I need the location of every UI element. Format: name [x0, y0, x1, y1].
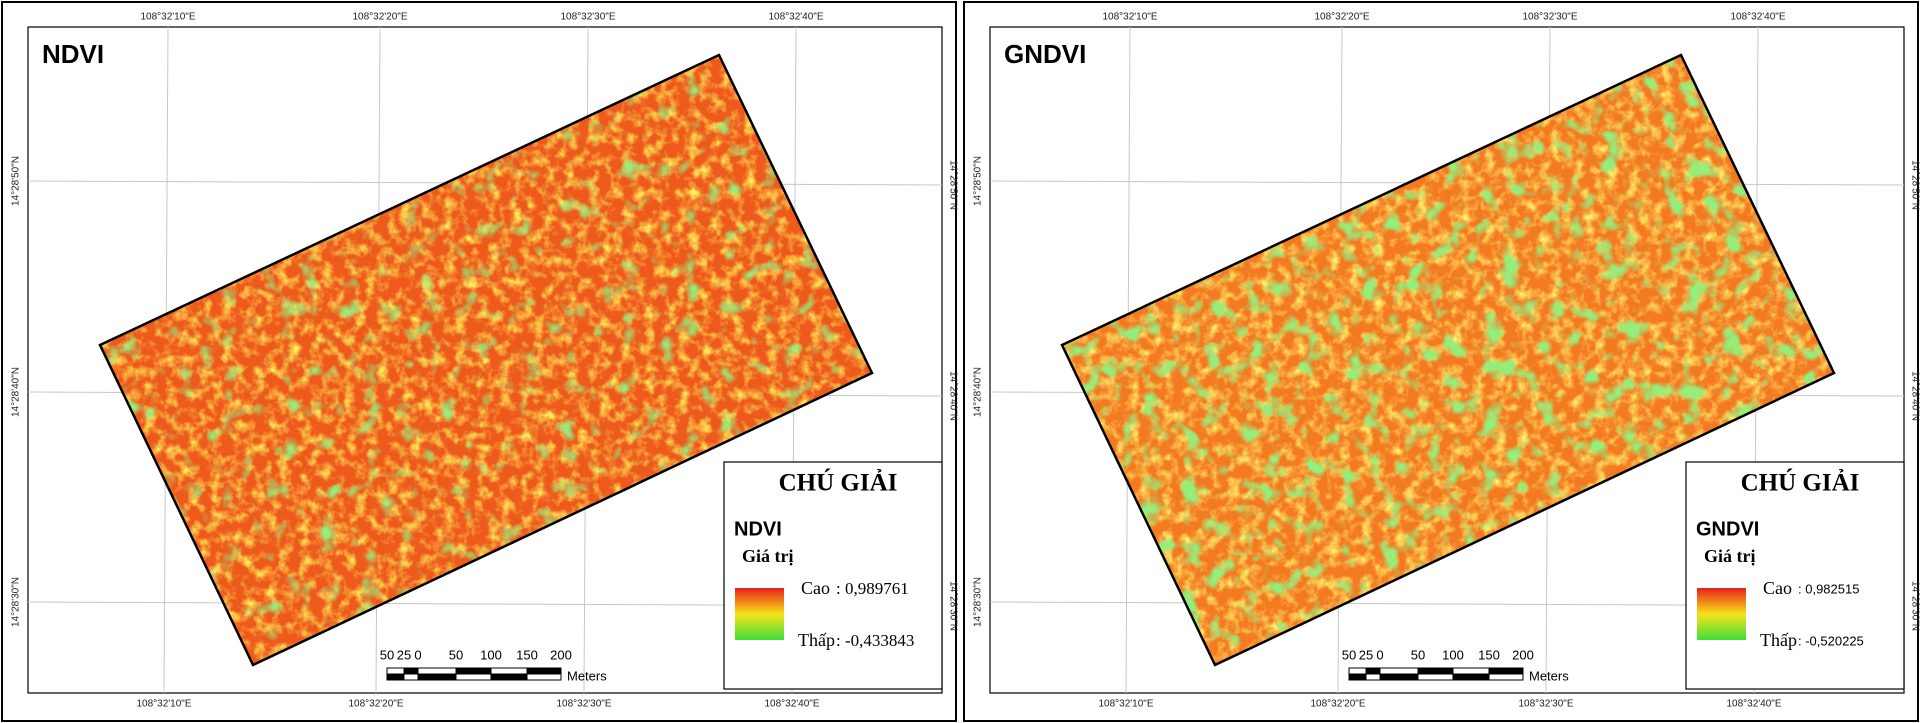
scale-segment: [403, 673, 419, 681]
scale-segment: [417, 667, 457, 675]
scale-label: 25: [1359, 647, 1373, 662]
scale-segment: [386, 667, 405, 675]
coord-label: 108°32'20"E: [348, 699, 403, 710]
legend-high-value: : 0,982515: [1798, 581, 1859, 596]
legend-ramp: [1697, 588, 1746, 640]
legend-layer: NDVI: [734, 518, 782, 540]
outer-frame: [1, 1, 957, 722]
coord-label: 108°32'10"E: [136, 699, 191, 710]
coord-label: 14°28'40"N: [1909, 371, 1920, 421]
coord-label: 14°28'30"N: [947, 581, 958, 631]
legend-box: [723, 461, 943, 690]
coord-label: 14°28'30"N: [973, 577, 984, 627]
scale-label: 150: [516, 647, 538, 662]
scale-segment: [1417, 667, 1454, 675]
map-panel: 108°32'10"E 108°32'20"E 108°32'30"E 108°32'…: [963, 1, 1920, 722]
scale-label: 150: [1478, 647, 1500, 662]
coord-label: 108°32'40"E: [1730, 12, 1785, 23]
legend-box: [1685, 461, 1905, 690]
coord-label: 108°32'30"E: [556, 699, 611, 710]
legend-high-label: Cao: [801, 578, 830, 598]
coord-label: 108°32'40"E: [768, 12, 823, 23]
scale-segment: [1379, 667, 1419, 675]
scale-label: 50: [449, 647, 463, 662]
coord-label: 14°28'40"N: [11, 367, 22, 417]
map-title: GNDVI: [1004, 39, 1086, 69]
scale-segment: [1348, 673, 1367, 681]
scale-label: 0: [414, 647, 421, 662]
legend-heading: CHÚ GIẢI: [779, 469, 898, 497]
scale-segment: [1365, 667, 1381, 675]
map-panel: 108°32'10"E 108°32'20"E 108°32'30"E 108°32'…: [1, 1, 958, 722]
coord-label: 108°32'30"E: [1522, 12, 1577, 23]
scale-segment: [1488, 673, 1524, 681]
scale-label: 200: [550, 647, 572, 662]
scale-segment: [1417, 673, 1454, 681]
scale-segment: [526, 673, 562, 681]
coord-label: 14°28'40"N: [947, 371, 958, 421]
scale-segment: [386, 673, 405, 681]
coord-label: 108°32'20"E: [352, 12, 407, 23]
coord-label: 108°32'20"E: [1310, 699, 1365, 710]
legend-low-label: Thấp: [1760, 630, 1797, 650]
coord-label: 108°32'10"E: [140, 12, 195, 23]
legend-high-label: Cao: [1763, 578, 1792, 598]
legend-high-value: : 0,989761: [836, 579, 909, 598]
scale-label: 0: [1376, 647, 1383, 662]
coord-label: 14°28'50"N: [973, 156, 984, 206]
scale-segment: [1379, 673, 1419, 681]
scale-segment: [417, 673, 457, 681]
scale-unit: Meters: [567, 668, 607, 683]
legend-ramp: [735, 588, 784, 640]
outer-frame: [963, 1, 1919, 722]
legend-low-value: : -0,520225: [1798, 633, 1864, 648]
scale-segment: [1488, 667, 1524, 675]
scale-segment: [1365, 673, 1381, 681]
scale-segment: [490, 667, 528, 675]
scale-label: 100: [480, 647, 502, 662]
coord-label: 14°28'50"N: [947, 160, 958, 210]
scale-segment: [1348, 667, 1367, 675]
coord-label: 108°32'20"E: [1314, 12, 1369, 23]
coord-label: 108°32'40"E: [764, 699, 819, 710]
legend-heading: CHÚ GIẢI: [1741, 469, 1860, 497]
scale-segment: [455, 667, 492, 675]
coord-label: 108°32'30"E: [1518, 699, 1573, 710]
scale-label: 100: [1442, 647, 1464, 662]
coord-label: 14°28'50"N: [1909, 160, 1920, 210]
legend-field: Giá trị: [742, 546, 794, 566]
scale-label: 50: [1342, 647, 1356, 662]
scale-unit: Meters: [1529, 668, 1569, 683]
scale-segment: [455, 673, 492, 681]
coord-label: 108°32'40"E: [1726, 699, 1781, 710]
coord-label: 108°32'10"E: [1102, 12, 1157, 23]
map-title: NDVI: [42, 39, 104, 69]
legend-low-label: Thấp: [798, 630, 835, 650]
scale-label: 50: [1411, 647, 1425, 662]
scale-label: 200: [1512, 647, 1534, 662]
scale-label: 25: [397, 647, 411, 662]
coord-label: 108°32'10"E: [1098, 699, 1153, 710]
coord-label: 14°28'30"N: [1909, 581, 1920, 631]
legend-low-value: : -0,433843: [836, 631, 914, 650]
legend-field: Giá trị: [1704, 546, 1756, 566]
coord-label: 14°28'40"N: [973, 367, 984, 417]
scale-segment: [1452, 673, 1490, 681]
scale-segment: [526, 667, 562, 675]
scale-segment: [1452, 667, 1490, 675]
scale-segment: [403, 667, 419, 675]
coord-label: 108°32'30"E: [560, 12, 615, 23]
coord-label: 14°28'30"N: [11, 577, 22, 627]
raster-outline: [1060, 53, 1836, 667]
scale-segment: [490, 673, 528, 681]
scale-label: 50: [380, 647, 394, 662]
legend-layer: GNDVI: [1696, 518, 1759, 540]
coord-label: 14°28'50"N: [11, 156, 22, 206]
raster-outline: [98, 53, 874, 667]
